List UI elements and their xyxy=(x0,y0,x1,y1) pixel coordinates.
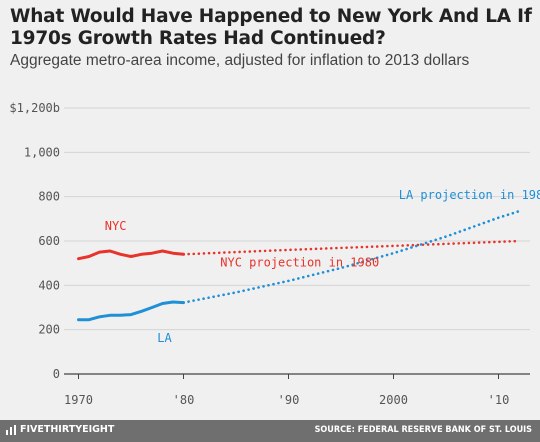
y-tick-label: $1,200b xyxy=(9,101,60,115)
x-tick-label: '10 xyxy=(488,393,510,407)
brand-name: FIVETHIRTYEIGHT xyxy=(20,424,115,435)
y-tick-label: 600 xyxy=(38,234,60,248)
series-nyc xyxy=(77,249,185,261)
x-tick-label: 2000 xyxy=(379,393,408,407)
brand: FIVETHIRTYEIGHT xyxy=(6,424,114,435)
x-tick-label: 1970 xyxy=(64,393,93,407)
annotation-la-projection-in-1980: LA projection in 1980 xyxy=(399,188,540,202)
series-nyc-projection-in-1980 xyxy=(182,239,521,256)
y-tick-label: 1,000 xyxy=(24,145,60,159)
annotation-nyc: NYC xyxy=(105,219,127,233)
y-tick-label: 0 xyxy=(53,367,60,381)
line-chart: 0 200 400 600 800 1,000 $1,200b 1970 '80 '90 2000… xyxy=(9,101,540,407)
chart-subtitle: Aggregate metro-area income, adjusted fo… xyxy=(10,52,470,69)
annotation-la: LA xyxy=(157,331,172,345)
fivethirtyeight-logo-icon xyxy=(6,424,16,435)
x-tick-label: '90 xyxy=(278,393,300,407)
y-tick-label: 800 xyxy=(38,190,60,204)
source-text: SOURCE: FEDERAL RESERVE BANK OF ST. LOUI… xyxy=(314,425,532,435)
series-la-projection-in-1980 xyxy=(182,209,521,304)
y-tick-label: 400 xyxy=(38,278,60,292)
x-tick-label: '80 xyxy=(173,393,195,407)
y-tick-label: 200 xyxy=(38,323,60,337)
footer-bar: FIVETHIRTYEIGHT SOURCE: FEDERAL RESERVE … xyxy=(0,420,540,442)
series-la xyxy=(77,300,185,322)
annotation-nyc-projection-in-1980: NYC projection in 1980 xyxy=(220,255,379,269)
chart-title: What Would Have Happened to New York And… xyxy=(10,6,532,49)
